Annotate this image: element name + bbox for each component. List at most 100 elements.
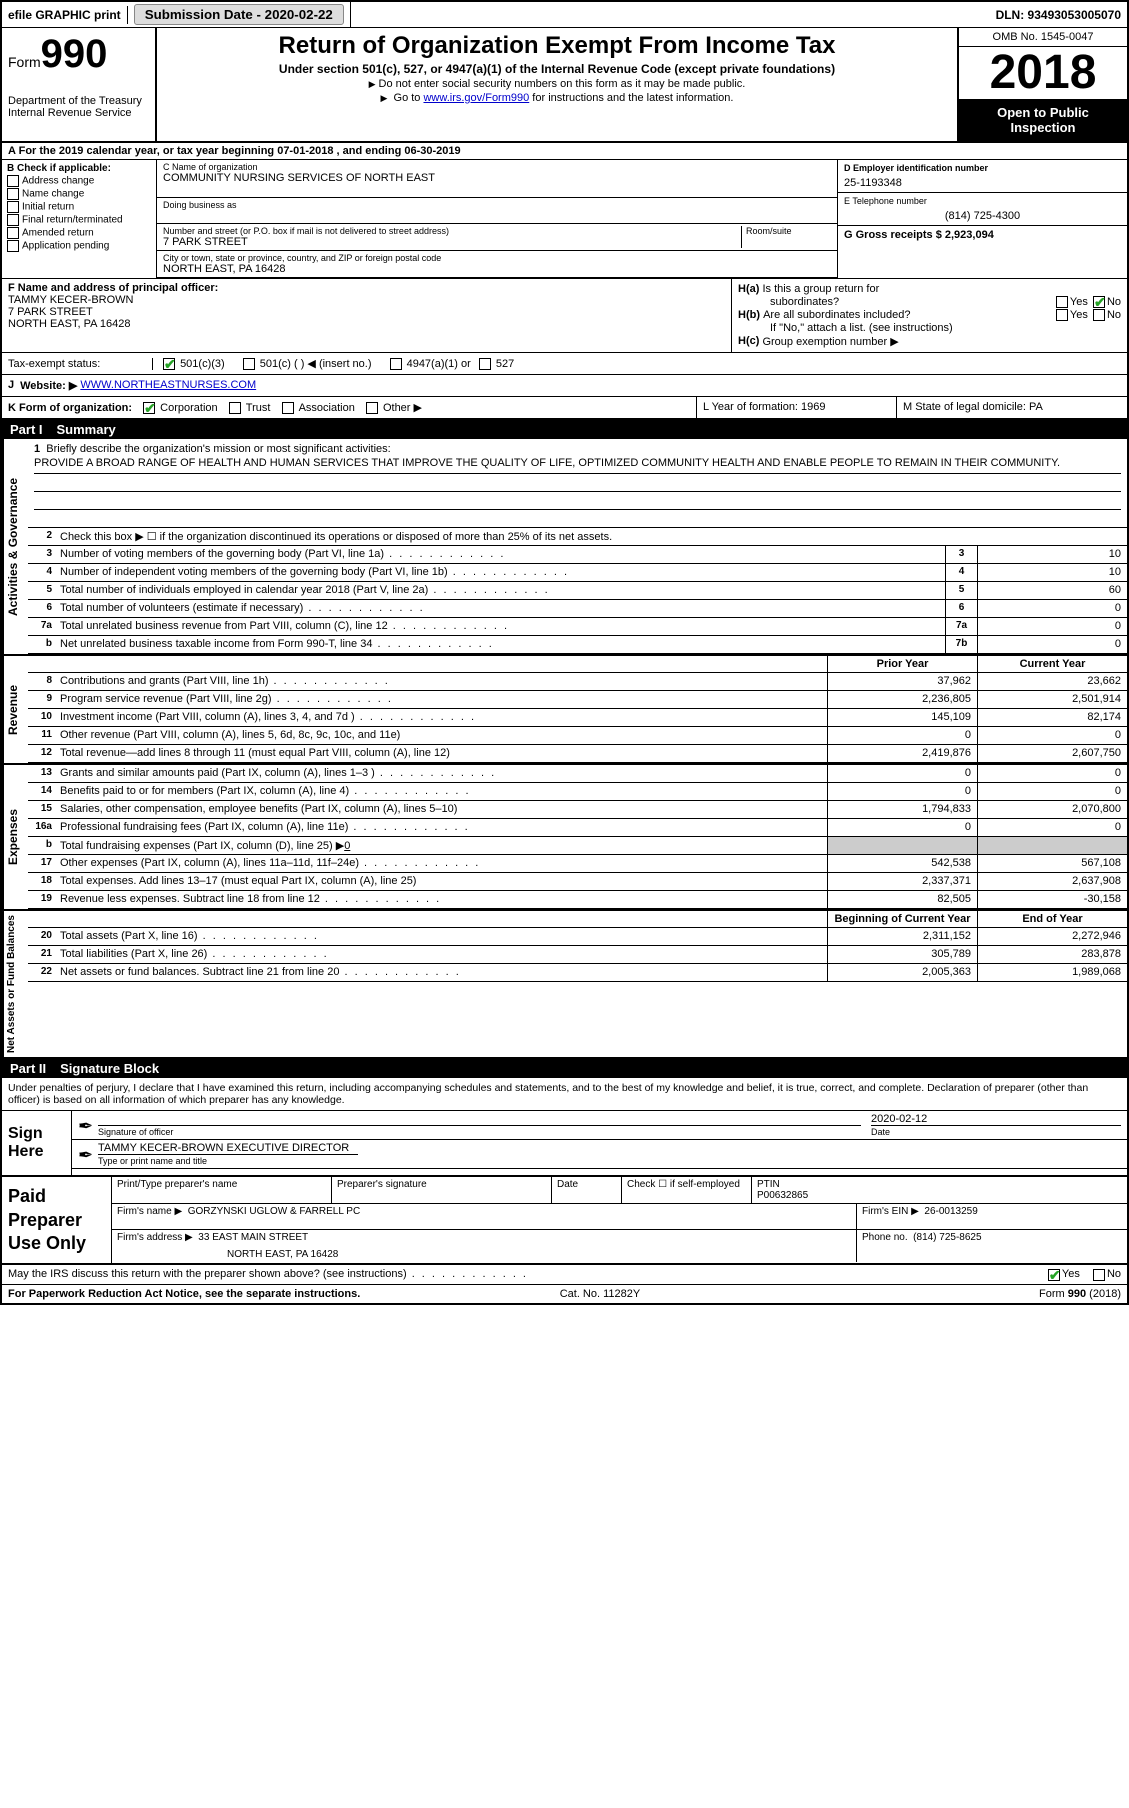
- chk-addr[interactable]: [7, 176, 22, 187]
- val-7b: 0: [977, 636, 1127, 653]
- efile-label: efile GRAPHIC print: [2, 6, 128, 24]
- org-name: COMMUNITY NURSING SERVICES OF NORTH EAST: [163, 172, 831, 184]
- officer-street: 7 PARK STREET: [8, 306, 725, 318]
- org-name-box: C Name of organization COMMUNITY NURSING…: [157, 160, 837, 198]
- submission-button[interactable]: Submission Date - 2020-02-22: [134, 4, 344, 25]
- form-label: Form: [8, 54, 41, 70]
- note-link: Go to www.irs.gov/Form990 for instructio…: [165, 92, 949, 104]
- dept-label: Department of the Treasury: [8, 95, 149, 107]
- phone: (814) 725-4300: [844, 210, 1121, 222]
- part2-header: Part II Signature Block: [2, 1059, 1127, 1078]
- mission-block: 1 Briefly describe the organization's mi…: [28, 439, 1127, 528]
- ha-yes[interactable]: [1056, 296, 1068, 308]
- hb-yes[interactable]: [1056, 309, 1068, 321]
- col-b: B Check if applicable: Address change Na…: [2, 160, 157, 278]
- city-box: City or town, state or province, country…: [157, 251, 837, 278]
- section-bcd: B Check if applicable: Address change Na…: [2, 160, 1127, 279]
- part1-header: Part I Summary: [2, 420, 1127, 439]
- val-4: 10: [977, 564, 1127, 581]
- penalty-text: Under penalties of perjury, I declare th…: [2, 1078, 1127, 1111]
- preparer-block: Paid Preparer Use Only Print/Type prepar…: [2, 1177, 1127, 1265]
- prior-year-header: Prior Year: [827, 656, 977, 672]
- note-ssn: Do not enter social security numbers on …: [165, 78, 949, 90]
- chk-amended[interactable]: [7, 228, 22, 239]
- officer-sig: Signature of officer: [98, 1125, 861, 1137]
- officer-name: TAMMY KECER-BROWN: [8, 294, 725, 306]
- section-net-assets: Net Assets or Fund Balances Beginning of…: [2, 911, 1127, 1059]
- sidebar-ag: Activities & Governance: [2, 439, 28, 654]
- chk-initial[interactable]: [7, 202, 22, 213]
- section-expenses: Expenses 13Grants and similar amounts pa…: [2, 765, 1127, 911]
- firm-ein: 26-0013259: [924, 1206, 977, 1217]
- chk-assoc[interactable]: [282, 402, 294, 414]
- chk-4947[interactable]: [390, 358, 402, 370]
- form990-link[interactable]: www.irs.gov/Form990: [423, 92, 529, 104]
- firm-phone: (814) 725-8625: [913, 1232, 981, 1243]
- footer-right: Form 990 (2018): [1039, 1288, 1121, 1300]
- form-number: 990: [41, 32, 108, 76]
- period-row: A For the 2019 calendar year, or tax yea…: [2, 143, 1127, 160]
- discuss-no[interactable]: [1093, 1269, 1105, 1281]
- beg-year-header: Beginning of Current Year: [827, 911, 977, 927]
- pen-icon: ✒: [78, 1116, 98, 1137]
- form-subtitle: Under section 501(c), 527, or 4947(a)(1)…: [165, 62, 949, 76]
- form-title: Return of Organization Exempt From Incom…: [165, 32, 949, 60]
- sign-here-label: Sign Here: [2, 1111, 72, 1175]
- val-7a: 0: [977, 618, 1127, 635]
- header: Form990 Department of the Treasury Inter…: [2, 28, 1127, 143]
- mission-text: PROVIDE A BROAD RANGE OF HEALTH AND HUMA…: [34, 457, 1121, 469]
- col-c: C Name of organization COMMUNITY NURSING…: [157, 160, 837, 278]
- col-d: D Employer identification number 25-1193…: [837, 160, 1127, 278]
- officer-name-title: TAMMY KECER-BROWN EXECUTIVE DIRECTOR: [98, 1142, 1121, 1154]
- chk-corp[interactable]: [143, 402, 155, 414]
- section-ag: Activities & Governance 1 Briefly descri…: [2, 439, 1127, 656]
- footer-left: For Paperwork Reduction Act Notice, see …: [8, 1288, 360, 1300]
- b-heading: B Check if applicable:: [7, 163, 151, 174]
- chk-527[interactable]: [479, 358, 491, 370]
- chk-501c[interactable]: [243, 358, 255, 370]
- tax-status-row: Tax-exempt status: 501(c)(3) 501(c) ( ) …: [2, 353, 1127, 375]
- irs-label: Internal Revenue Service: [8, 107, 149, 119]
- val-3: 10: [977, 546, 1127, 563]
- section-fh: F Name and address of principal officer:…: [2, 279, 1127, 353]
- chk-other[interactable]: [366, 402, 378, 414]
- sign-block: Sign Here ✒ Signature of officer 2020-02…: [2, 1111, 1127, 1177]
- sidebar-rev: Revenue: [2, 656, 28, 763]
- header-left: Form990 Department of the Treasury Inter…: [2, 28, 157, 141]
- street: 7 PARK STREET: [163, 236, 741, 248]
- hb-no[interactable]: [1093, 309, 1105, 321]
- ptin: P00632865: [757, 1190, 1122, 1201]
- firm-name: GORZYNSKI UGLOW & FARRELL PC: [188, 1206, 360, 1217]
- chk-name[interactable]: [7, 189, 22, 200]
- website-link[interactable]: WWW.NORTHEASTNURSES.COM: [80, 379, 256, 392]
- officer-city: NORTH EAST, PA 16428: [8, 318, 725, 330]
- preparer-label: Paid Preparer Use Only: [2, 1177, 112, 1263]
- ein: 25-1193348: [844, 177, 1121, 189]
- sign-date: 2020-02-12: [871, 1113, 1121, 1125]
- footer-cat: Cat. No. 11282Y: [560, 1288, 641, 1300]
- firm-addr: 33 EAST MAIN STREET: [198, 1232, 308, 1243]
- dln: DLN: 93493053005070: [990, 6, 1127, 24]
- current-year-header: Current Year: [977, 656, 1127, 672]
- form-org-row: K Form of organization: Corporation Trus…: [2, 397, 1127, 420]
- website-row: J Website: ▶ WWW.NORTHEASTNURSES.COM: [2, 375, 1127, 397]
- chk-501c3[interactable]: [163, 358, 175, 370]
- city: NORTH EAST, PA 16428: [163, 263, 831, 275]
- firm-city: NORTH EAST, PA 16428: [227, 1249, 851, 1260]
- sidebar-exp: Expenses: [2, 765, 28, 909]
- val-6: 0: [977, 600, 1127, 617]
- tax-year: 2018: [959, 47, 1127, 99]
- chk-pending[interactable]: [7, 241, 22, 252]
- chk-final[interactable]: [7, 215, 22, 226]
- street-box: Number and street (or P.O. box if mail i…: [157, 224, 837, 251]
- submission-date: Submission Date - 2020-02-22: [128, 2, 351, 27]
- header-right: OMB No. 1545-0047 2018 Open to Public In…: [957, 28, 1127, 141]
- topbar: efile GRAPHIC print Submission Date - 20…: [2, 2, 1127, 28]
- chk-trust[interactable]: [229, 402, 241, 414]
- inspection-badge: Open to Public Inspection: [959, 99, 1127, 141]
- discuss-row: May the IRS discuss this return with the…: [2, 1265, 1127, 1284]
- col-f: F Name and address of principal officer:…: [2, 279, 732, 352]
- discuss-yes[interactable]: [1048, 1269, 1060, 1281]
- section-revenue: Revenue Prior Year Current Year 8Contrib…: [2, 656, 1127, 765]
- ha-no[interactable]: [1093, 296, 1105, 308]
